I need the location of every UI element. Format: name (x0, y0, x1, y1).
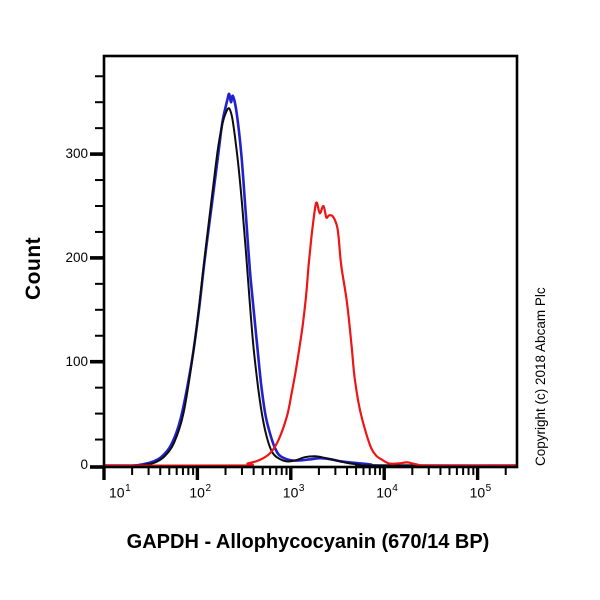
copyright-notice: Copyright (c) 2018 Abcam Plc (533, 287, 548, 466)
histogram-curves (105, 92, 516, 467)
x-tick-label: 101 (109, 483, 131, 501)
x-axis-title: GAPDH - Allophycocyanin (670/14 BP) (126, 531, 490, 553)
y-tick-label: 300 (65, 146, 88, 162)
y-tick-label: 100 (65, 353, 88, 369)
x-tick-label: 105 (469, 483, 492, 501)
x-tick-label: 102 (189, 483, 212, 501)
axis-ticks (90, 75, 507, 480)
y-tick-label: 200 (65, 249, 88, 265)
x-tick-label: 103 (282, 483, 305, 501)
y-tick-label: 0 (80, 457, 88, 472)
blue-curve (105, 92, 516, 467)
x-tick-label: 104 (376, 483, 398, 501)
black-curve (105, 107, 516, 467)
red-curve (105, 201, 516, 467)
y-axis-title: Count (22, 236, 45, 300)
plot-frame (102, 54, 519, 469)
